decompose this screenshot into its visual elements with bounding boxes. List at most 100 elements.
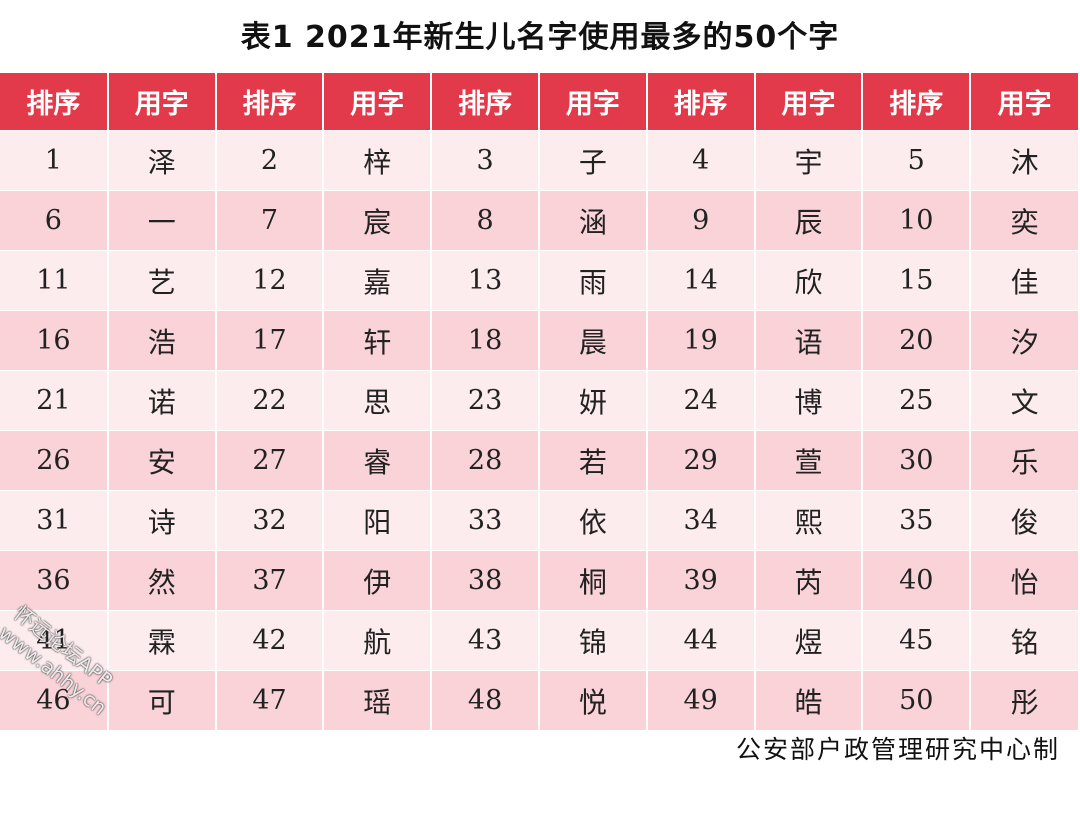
char-cell: 泽 bbox=[107, 130, 217, 191]
char-cell: 嘉 bbox=[323, 250, 433, 311]
char-cell: 萱 bbox=[754, 430, 864, 491]
rank-cell: 27 bbox=[215, 430, 325, 491]
rank-cell: 32 bbox=[215, 490, 325, 551]
rank-cell: 15 bbox=[862, 250, 972, 311]
rank-cell: 30 bbox=[862, 430, 972, 491]
char-cell: 思 bbox=[323, 370, 433, 431]
char-cell: 沐 bbox=[970, 130, 1078, 191]
table-row: 41 霖 42 航 43 锦 44 煜 45 铭 bbox=[0, 610, 1078, 671]
char-cell: 可 bbox=[107, 670, 217, 730]
table-row: 46 可 47 瑶 48 悦 49 皓 50 彤 bbox=[0, 670, 1078, 730]
table-title: 表1 2021年新生儿名字使用最多的50个字 bbox=[240, 20, 840, 55]
rank-cell: 34 bbox=[646, 490, 756, 551]
char-cell: 欣 bbox=[754, 250, 864, 311]
rank-cell: 42 bbox=[215, 610, 325, 671]
header-char: 用字 bbox=[107, 73, 217, 131]
header-rank: 排序 bbox=[431, 73, 540, 131]
char-cell: 航 bbox=[323, 610, 433, 671]
rank-cell: 33 bbox=[431, 490, 540, 551]
rank-cell: 21 bbox=[0, 370, 109, 431]
rank-cell: 50 bbox=[862, 670, 972, 730]
rank-cell: 43 bbox=[431, 610, 540, 671]
char-cell: 安 bbox=[107, 430, 217, 491]
char-cell: 浩 bbox=[107, 310, 217, 371]
char-cell: 语 bbox=[754, 310, 864, 371]
char-cell: 辰 bbox=[754, 190, 864, 251]
rank-cell: 10 bbox=[862, 190, 972, 251]
rank-cell: 35 bbox=[862, 490, 972, 551]
rank-cell: 5 bbox=[862, 130, 972, 191]
char-cell: 文 bbox=[970, 370, 1078, 431]
rank-cell: 37 bbox=[215, 550, 325, 611]
char-cell: 熙 bbox=[754, 490, 864, 551]
char-cell: 雨 bbox=[538, 250, 648, 311]
char-cell: 怡 bbox=[970, 550, 1078, 611]
rank-cell: 48 bbox=[431, 670, 540, 730]
rank-cell: 18 bbox=[431, 310, 540, 371]
char-cell: 悦 bbox=[538, 670, 648, 730]
rank-cell: 24 bbox=[646, 370, 756, 431]
char-cell: 彤 bbox=[970, 670, 1078, 730]
header-rank: 排序 bbox=[0, 73, 109, 131]
rank-cell: 9 bbox=[646, 190, 756, 251]
char-cell: 睿 bbox=[323, 430, 433, 491]
char-cell: 佳 bbox=[970, 250, 1078, 311]
rank-cell: 39 bbox=[646, 550, 756, 611]
rank-cell: 44 bbox=[646, 610, 756, 671]
char-cell: 一 bbox=[107, 190, 217, 251]
char-cell: 宇 bbox=[754, 130, 864, 191]
table-row: 11 艺 12 嘉 13 雨 14 欣 15 佳 bbox=[0, 250, 1078, 311]
header-char: 用字 bbox=[970, 73, 1078, 131]
char-cell: 皓 bbox=[754, 670, 864, 730]
char-cell: 阳 bbox=[323, 490, 433, 551]
rank-cell: 41 bbox=[0, 610, 109, 671]
char-cell: 晨 bbox=[538, 310, 648, 371]
char-cell: 乐 bbox=[970, 430, 1078, 491]
rank-cell: 47 bbox=[215, 670, 325, 730]
rank-cell: 3 bbox=[431, 130, 540, 191]
rank-cell: 23 bbox=[431, 370, 540, 431]
header-rank: 排序 bbox=[646, 73, 756, 131]
header-rank: 排序 bbox=[862, 73, 972, 131]
char-cell: 霖 bbox=[107, 610, 217, 671]
char-cell: 芮 bbox=[754, 550, 864, 611]
char-cell: 艺 bbox=[107, 250, 217, 311]
rank-cell: 12 bbox=[215, 250, 325, 311]
rank-cell: 7 bbox=[215, 190, 325, 251]
char-cell: 铭 bbox=[970, 610, 1078, 671]
char-cell: 若 bbox=[538, 430, 648, 491]
rank-cell: 45 bbox=[862, 610, 972, 671]
rank-cell: 16 bbox=[0, 310, 109, 371]
char-cell: 轩 bbox=[323, 310, 433, 371]
char-cell: 诗 bbox=[107, 490, 217, 551]
rank-cell: 40 bbox=[862, 550, 972, 611]
char-cell: 锦 bbox=[538, 610, 648, 671]
char-cell: 诺 bbox=[107, 370, 217, 431]
char-cell: 伊 bbox=[323, 550, 433, 611]
header-char: 用字 bbox=[754, 73, 864, 131]
rank-cell: 25 bbox=[862, 370, 972, 431]
rank-cell: 17 bbox=[215, 310, 325, 371]
char-cell: 汐 bbox=[970, 310, 1078, 371]
rank-cell: 38 bbox=[431, 550, 540, 611]
rank-cell: 19 bbox=[646, 310, 756, 371]
char-cell: 涵 bbox=[538, 190, 648, 251]
rank-cell: 14 bbox=[646, 250, 756, 311]
char-cell: 奕 bbox=[970, 190, 1078, 251]
table-row: 16 浩 17 轩 18 晨 19 语 20 汐 bbox=[0, 310, 1078, 371]
char-cell: 依 bbox=[538, 490, 648, 551]
header-rank: 排序 bbox=[215, 73, 325, 131]
char-cell: 宸 bbox=[323, 190, 433, 251]
char-cell: 煜 bbox=[754, 610, 864, 671]
rank-cell: 20 bbox=[862, 310, 972, 371]
rank-cell: 46 bbox=[0, 670, 109, 730]
char-cell: 桐 bbox=[538, 550, 648, 611]
header-char: 用字 bbox=[538, 73, 648, 131]
rank-cell: 28 bbox=[431, 430, 540, 491]
rank-cell: 22 bbox=[215, 370, 325, 431]
table-row: 31 诗 32 阳 33 依 34 熙 35 俊 bbox=[0, 490, 1078, 551]
rank-cell: 49 bbox=[646, 670, 756, 730]
rank-cell: 11 bbox=[0, 250, 109, 311]
header-row: 排序 用字 排序 用字 排序 用字 排序 用字 排序 用字 bbox=[0, 73, 1078, 131]
